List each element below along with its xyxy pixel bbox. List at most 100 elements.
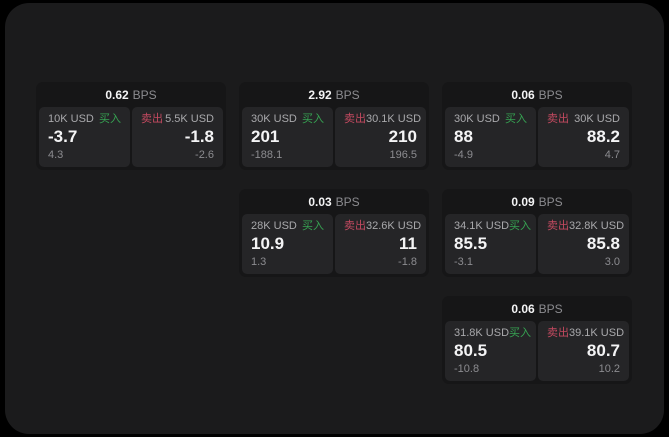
sell-amount: 30.1K USD: [366, 113, 422, 125]
bps-value: 0.06: [511, 87, 535, 102]
sell-side-label: 卖出: [547, 220, 569, 232]
sell-delta: 3.0: [604, 256, 620, 268]
bps-unit-label: BPS: [538, 87, 563, 102]
sell-amount: 30K USD: [574, 113, 620, 125]
sell-side-label: 卖出: [141, 113, 163, 125]
buy-delta: 1.3: [251, 256, 267, 268]
card-body: 30K USD 买入 201 -188.1 卖出 30.1K USD 210 1…: [239, 107, 429, 170]
buy-price: -3.7: [48, 127, 78, 147]
sell-price: 88.2: [586, 127, 620, 147]
card-header: 0.03 BPS: [239, 189, 429, 214]
buy-price: 85.5: [454, 234, 488, 254]
buy-amount: 28K USD: [251, 220, 297, 232]
sell-delta: -2.6: [195, 149, 214, 161]
sell-cell-top: 卖出 39.1K USD: [547, 327, 624, 339]
buy-delta: -4.9: [454, 149, 473, 161]
buy-delta: -10.8: [454, 363, 480, 375]
card-body: 28K USD 买入 10.9 1.3 卖出 32.6K USD 11 -1.8: [239, 214, 429, 277]
bps-value: 0.06: [511, 301, 535, 316]
buy-delta: -188.1: [251, 149, 283, 161]
buy-side-label: 买入: [509, 220, 532, 232]
bps-value: 2.92: [308, 87, 332, 102]
sell-side-label: 卖出: [344, 113, 366, 125]
sell-cell[interactable]: 卖出 5.5K USD -1.8 -2.6: [132, 107, 223, 167]
buy-side-label: 买入: [99, 113, 121, 125]
bps-unit-label: BPS: [335, 87, 360, 102]
buy-cell-top: 31.8K USD 买入: [454, 327, 531, 339]
buy-side-label: 买入: [509, 327, 532, 339]
buy-cell[interactable]: 34.1K USD 买入 85.5 -3.1: [445, 214, 536, 274]
buy-cell-top: 28K USD 买入: [251, 221, 324, 232]
buy-cell-top: 30K USD 买入: [454, 114, 527, 125]
sell-cell[interactable]: 卖出 30K USD 88.2 4.7: [538, 107, 629, 167]
sell-cell[interactable]: 卖出 32.8K USD 85.8 3.0: [538, 214, 629, 274]
sell-cell-top: 卖出 30.1K USD: [344, 113, 421, 125]
sell-amount: 39.1K USD: [569, 327, 625, 339]
buy-side-label: 买入: [302, 220, 324, 232]
buy-cell[interactable]: 10K USD 买入 -3.7 4.3: [39, 107, 130, 167]
sell-delta: 10.2: [598, 363, 620, 375]
buy-delta: 4.3: [48, 149, 64, 161]
price-card: 2.92 BPS 30K USD 买入 201 -188.1 卖出 30.1K …: [239, 82, 429, 170]
buy-cell[interactable]: 28K USD 买入 10.9 1.3: [242, 214, 333, 274]
sell-price: 85.8: [586, 234, 620, 254]
buy-amount: 30K USD: [251, 113, 297, 125]
price-card: 0.06 BPS 31.8K USD 买入 80.5 -10.8 卖出 39.1…: [442, 296, 632, 384]
sell-cell[interactable]: 卖出 30.1K USD 210 196.5: [335, 107, 426, 167]
buy-cell[interactable]: 30K USD 买入 88 -4.9: [445, 107, 536, 167]
buy-amount: 30K USD: [454, 113, 500, 125]
bps-value: 0.03: [308, 194, 332, 209]
sell-amount: 5.5K USD: [165, 113, 214, 125]
sell-cell-top: 卖出 30K USD: [547, 114, 620, 125]
sell-price: 210: [388, 127, 417, 147]
sell-side-label: 卖出: [547, 327, 569, 339]
sell-cell-top: 卖出 32.8K USD: [547, 220, 624, 232]
buy-price: 201: [251, 127, 280, 147]
buy-cell-top: 34.1K USD 买入: [454, 220, 531, 232]
card-header: 0.62 BPS: [36, 82, 226, 107]
buy-price: 88: [454, 127, 473, 147]
price-card: 0.06 BPS 30K USD 买入 88 -4.9 卖出 30K USD 8…: [442, 82, 632, 170]
app-panel: 0.62 BPS 10K USD 买入 -3.7 4.3 卖出 5.5K USD…: [5, 3, 664, 434]
buy-side-label: 买入: [302, 113, 324, 125]
buy-amount: 31.8K USD: [454, 327, 510, 339]
sell-cell-top: 卖出 32.6K USD: [344, 220, 421, 232]
bps-unit-label: BPS: [132, 87, 157, 102]
sell-price: -1.8: [184, 127, 214, 147]
buy-amount: 10K USD: [48, 113, 94, 125]
card-body: 31.8K USD 买入 80.5 -10.8 卖出 39.1K USD 80.…: [442, 321, 632, 384]
sell-price: 80.7: [586, 341, 620, 361]
sell-price: 11: [399, 234, 417, 254]
sell-amount: 32.8K USD: [569, 220, 625, 232]
sell-cell-top: 卖出 5.5K USD: [141, 114, 214, 125]
sell-delta: -1.8: [398, 256, 417, 268]
price-card: 0.03 BPS 28K USD 买入 10.9 1.3 卖出 32.6K US…: [239, 189, 429, 277]
buy-price: 80.5: [454, 341, 488, 361]
bps-unit-label: BPS: [538, 301, 563, 316]
card-header: 0.09 BPS: [442, 189, 632, 214]
bps-value: 0.62: [105, 87, 129, 102]
buy-cell-top: 10K USD 买入: [48, 114, 121, 125]
price-card: 0.09 BPS 34.1K USD 买入 85.5 -3.1 卖出 32.8K…: [442, 189, 632, 277]
sell-cell[interactable]: 卖出 39.1K USD 80.7 10.2: [538, 321, 629, 381]
bps-value: 0.09: [511, 194, 535, 209]
buy-cell[interactable]: 30K USD 买入 201 -188.1: [242, 107, 333, 167]
sell-amount: 32.6K USD: [366, 220, 422, 232]
bps-unit-label: BPS: [335, 194, 360, 209]
sell-side-label: 卖出: [344, 220, 366, 232]
buy-cell[interactable]: 31.8K USD 买入 80.5 -10.8: [445, 321, 536, 381]
buy-delta: -3.1: [454, 256, 473, 268]
card-header: 0.06 BPS: [442, 296, 632, 321]
sell-cell[interactable]: 卖出 32.6K USD 11 -1.8: [335, 214, 426, 274]
bps-unit-label: BPS: [538, 194, 563, 209]
card-body: 30K USD 买入 88 -4.9 卖出 30K USD 88.2 4.7: [442, 107, 632, 170]
sell-delta: 4.7: [604, 149, 620, 161]
card-header: 0.06 BPS: [442, 82, 632, 107]
buy-side-label: 买入: [505, 113, 527, 125]
buy-price: 10.9: [251, 234, 285, 254]
buy-amount: 34.1K USD: [454, 220, 510, 232]
price-card: 0.62 BPS 10K USD 买入 -3.7 4.3 卖出 5.5K USD…: [36, 82, 226, 170]
card-header: 2.92 BPS: [239, 82, 429, 107]
buy-cell-top: 30K USD 买入: [251, 114, 324, 125]
sell-delta: 196.5: [389, 149, 417, 161]
